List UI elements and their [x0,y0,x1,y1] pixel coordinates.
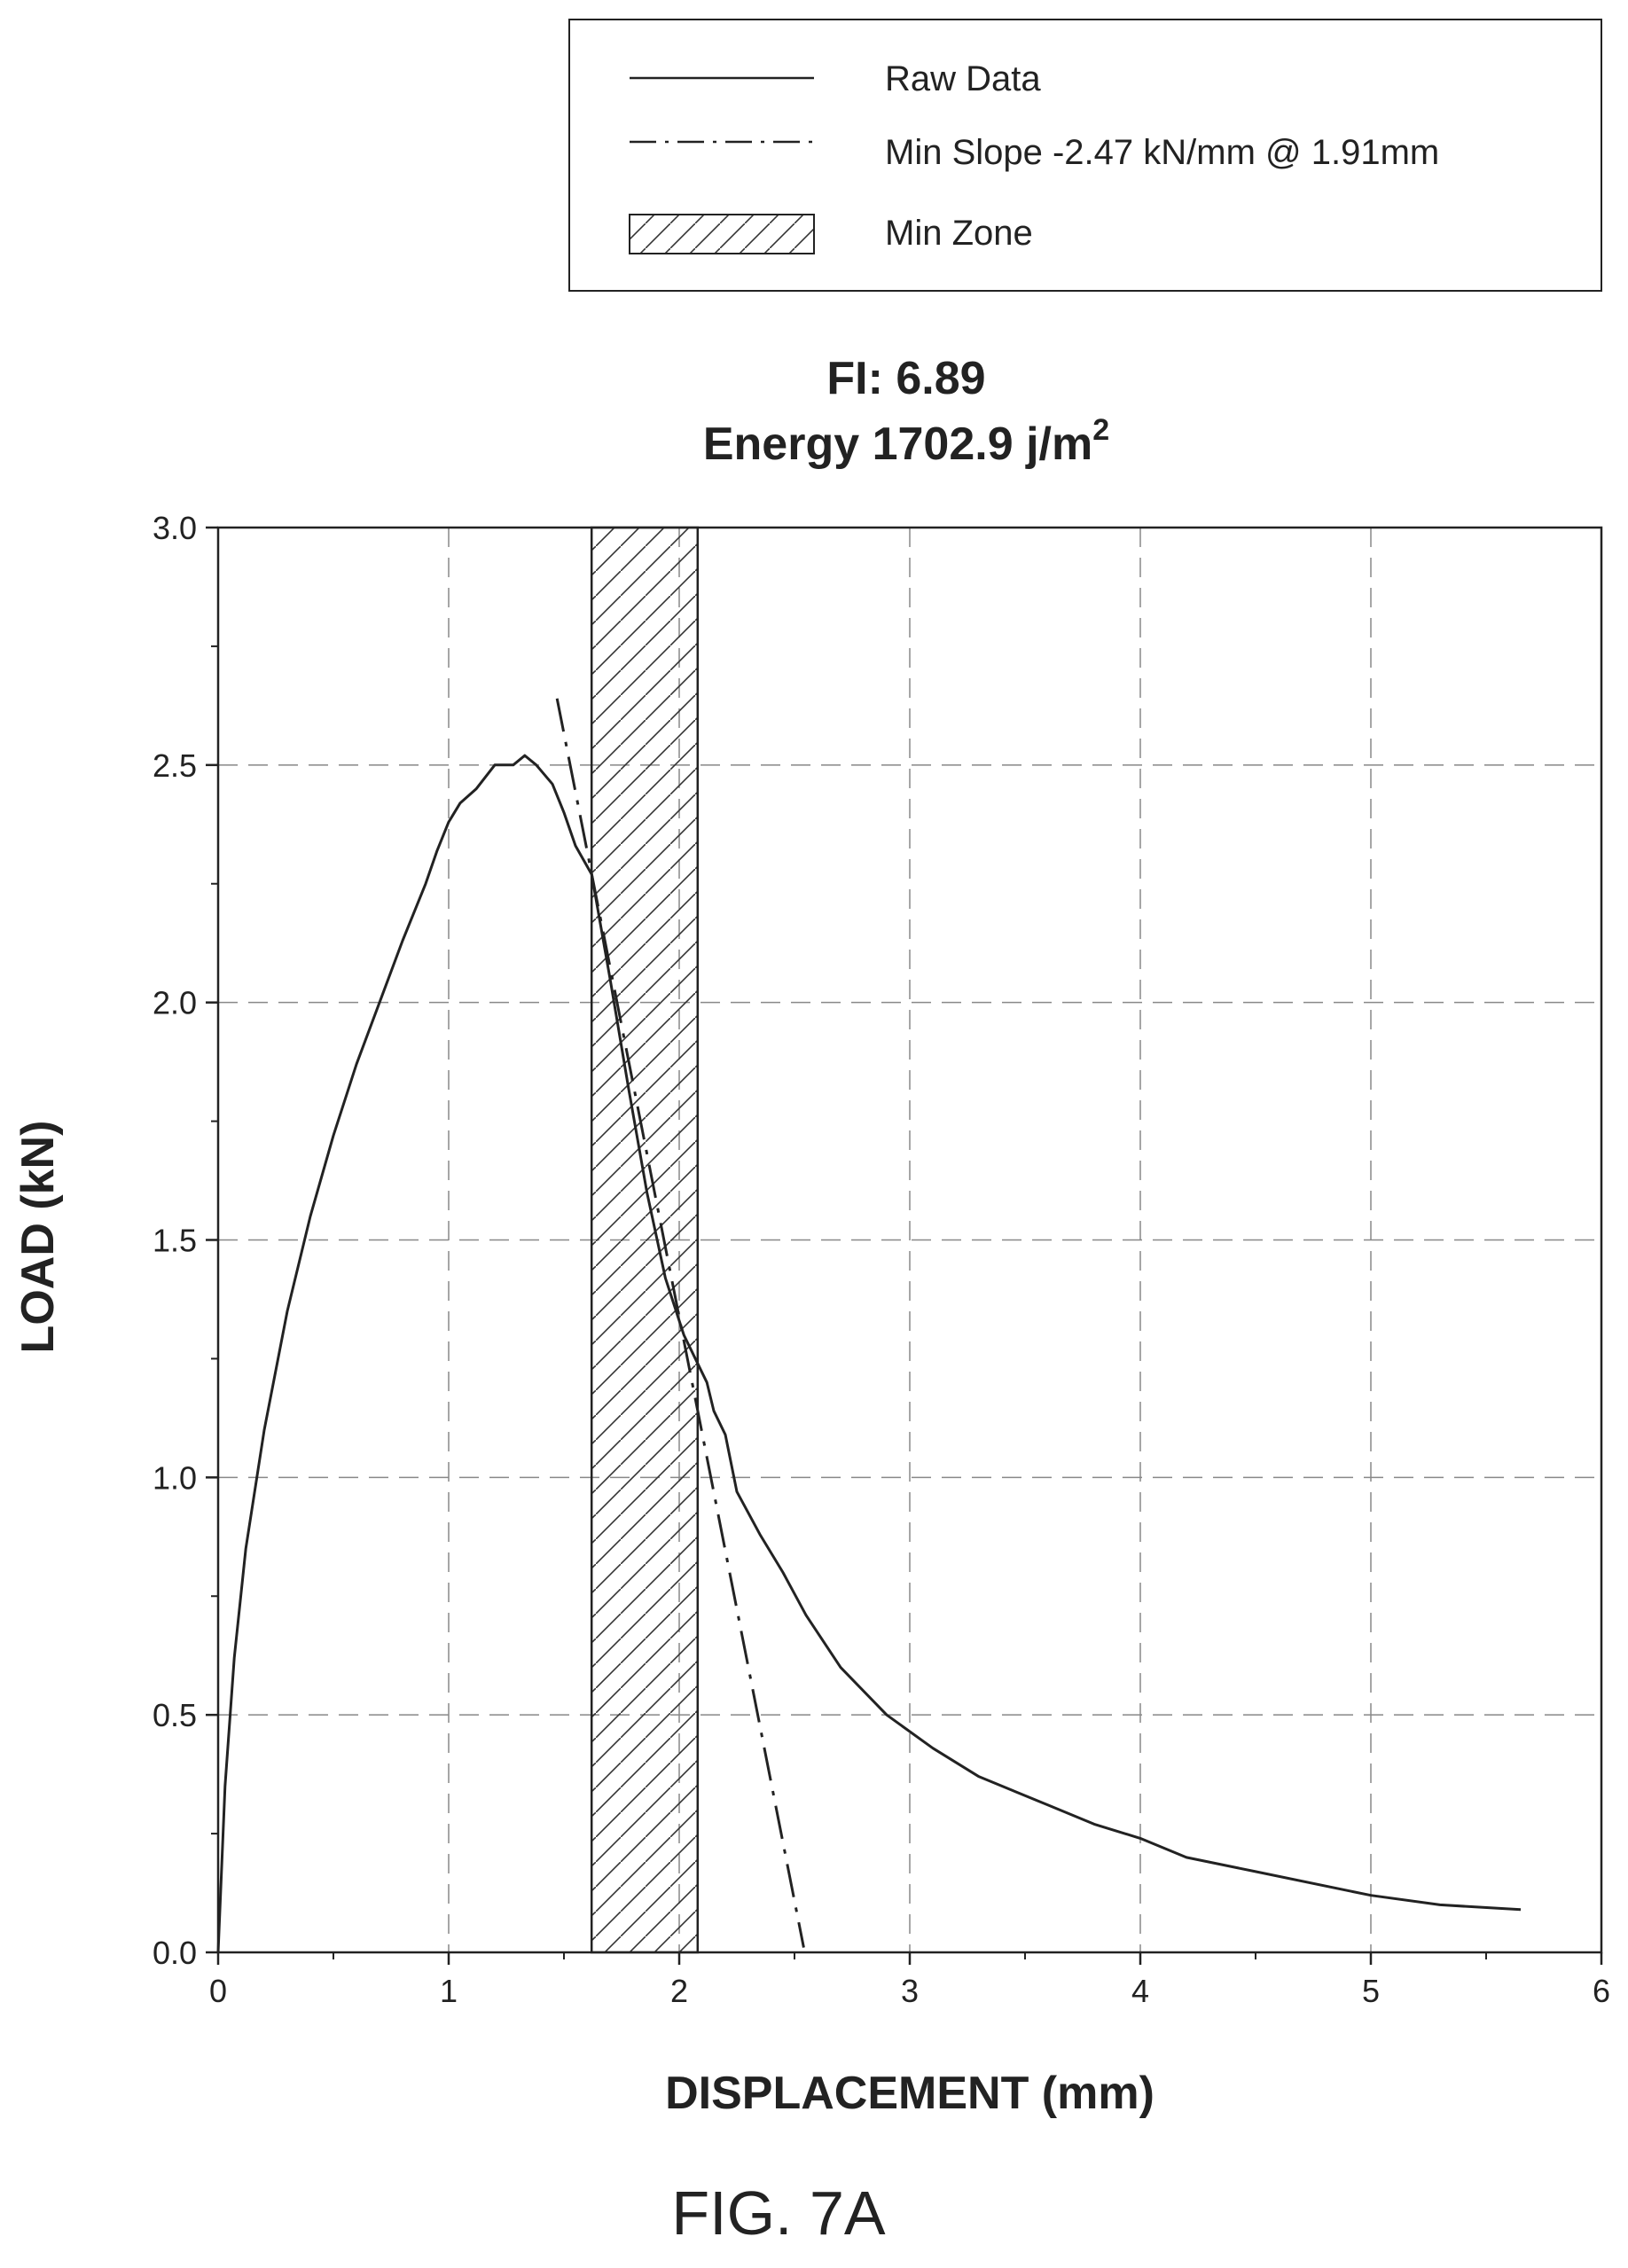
legend-zone-label: Min Zone [885,214,1033,253]
min-zone [590,526,700,1954]
x-tick-label-5: 5 [1362,1973,1380,2009]
y-tick-label-0: 0.0 [153,1935,197,1971]
chart-title-line2: Energy 1702.9 j/m2 [703,413,1109,470]
legend-zone-swatch [629,214,815,254]
x-tick-label-3: 3 [901,1973,919,2009]
y-tick-label-2: 1.0 [153,1459,197,1496]
y-tick-label-6: 3.0 [153,510,197,546]
chart-title-line1: FI: 6.89 [826,353,985,404]
figure-label: FIG. 7A [671,2178,885,2248]
min-zone-band [590,526,700,1954]
x-tick-label-2: 2 [670,1973,688,2009]
y-tick-label-3: 1.5 [153,1223,197,1259]
y-tick-label-4: 2.0 [153,985,197,1021]
y-axis-title: LOAD (kN) [12,1121,64,1354]
chart-title-energy: Energy 1702.9 j/m [703,418,1092,470]
x-tick-label-4: 4 [1131,1973,1149,2009]
x-tick-label-6: 6 [1593,1973,1610,2009]
series [216,698,1522,1953]
raw-data-line [216,754,1522,1953]
legend: Raw Data Min Slope -2.47 kN/mm @ 1.91mm … [568,19,1602,292]
legend-slope-label: Min Slope -2.47 kN/mm @ 1.91mm [885,133,1439,172]
chart-title-superscript: 2 [1092,413,1109,447]
x-tick-label-0: 0 [209,1973,227,2009]
legend-raw-label: Raw Data [885,59,1041,98]
x-tick-label-1: 1 [440,1973,458,2009]
y-tick-label-5: 2.5 [153,747,197,784]
grid [218,528,1601,1952]
y-tick-label-1: 0.5 [153,1697,197,1733]
axis-ticks: 0 1 2 3 4 5 6 0.0 0.5 1.0 1.5 2.0 2.5 3.0 [153,510,1610,2009]
x-axis-title: DISPLACEMENT (mm) [665,2068,1154,2119]
